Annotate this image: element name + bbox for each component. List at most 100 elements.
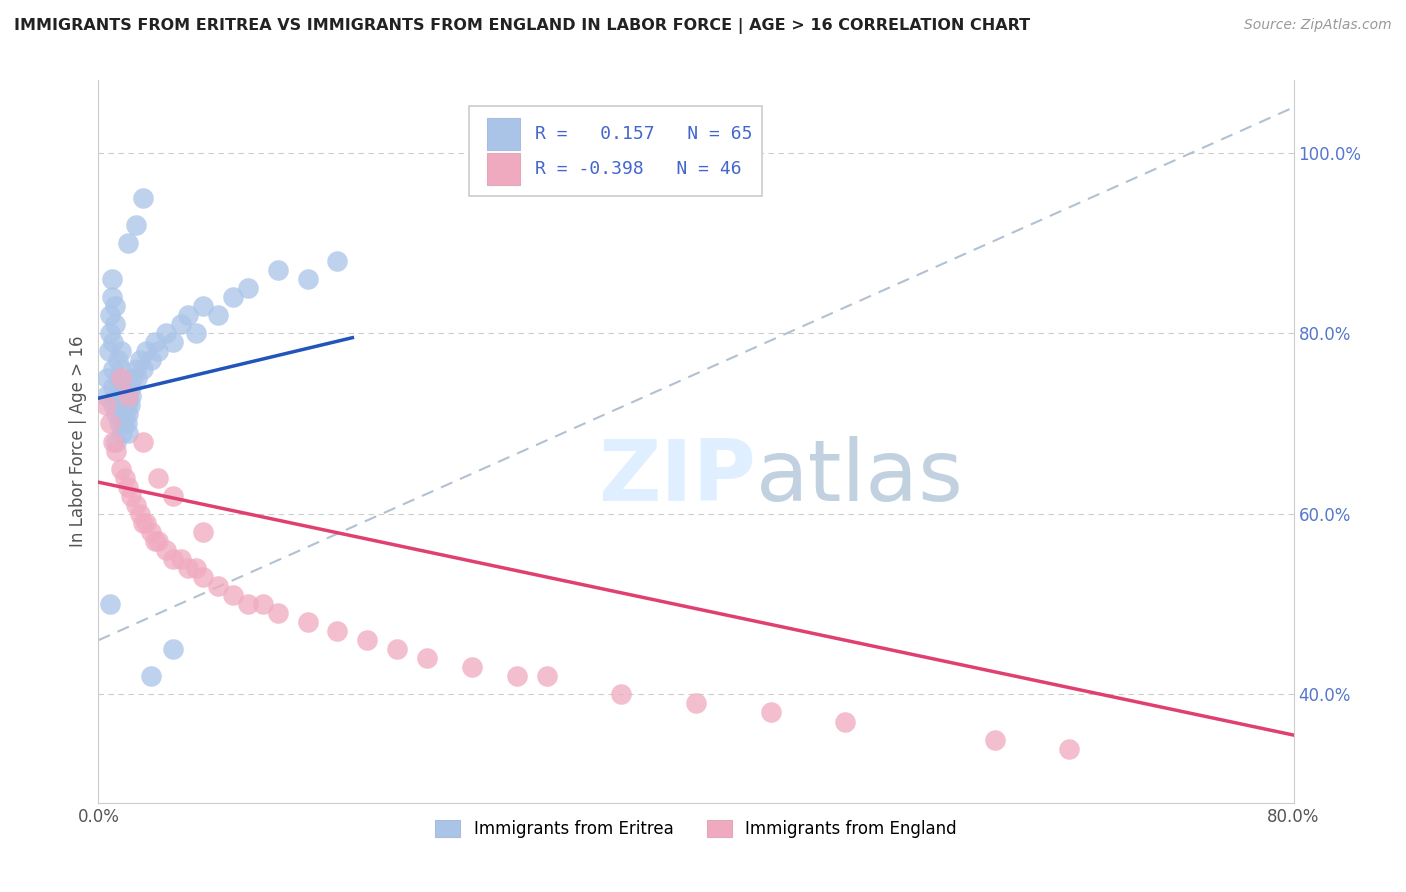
- Text: atlas: atlas: [756, 436, 963, 519]
- Y-axis label: In Labor Force | Age > 16: In Labor Force | Age > 16: [69, 335, 87, 548]
- Point: [111, 389, 134, 403]
- Point: [103, 362, 125, 376]
- Point: [110, 461, 132, 475]
- Point: [148, 471, 170, 485]
- Point: [111, 408, 134, 422]
- Point: [132, 434, 155, 449]
- Point: [120, 489, 142, 503]
- Point: [139, 353, 162, 368]
- Point: [125, 218, 148, 232]
- Point: [207, 579, 229, 593]
- Point: [222, 290, 245, 304]
- Point: [326, 624, 349, 639]
- Point: [222, 588, 245, 602]
- Point: [111, 425, 134, 440]
- Point: [101, 290, 124, 304]
- Point: [120, 380, 142, 394]
- Point: [297, 615, 319, 630]
- Point: [94, 398, 117, 412]
- Point: [236, 597, 259, 611]
- Point: [148, 344, 170, 359]
- Point: [207, 308, 229, 322]
- Point: [132, 362, 155, 376]
- Text: R = -0.398   N = 46: R = -0.398 N = 46: [534, 160, 741, 178]
- Point: [103, 335, 125, 350]
- Point: [834, 714, 856, 729]
- Legend: Immigrants from Eritrea, Immigrants from England: Immigrants from Eritrea, Immigrants from…: [429, 814, 963, 845]
- Point: [184, 561, 207, 575]
- Point: [117, 425, 139, 440]
- Point: [96, 371, 118, 385]
- Point: [104, 317, 127, 331]
- Point: [112, 398, 135, 412]
- Point: [127, 371, 149, 385]
- Point: [129, 507, 152, 521]
- Point: [110, 380, 132, 394]
- Point: [1059, 741, 1081, 756]
- Point: [114, 389, 136, 403]
- Point: [162, 489, 184, 503]
- Text: R =   0.157   N = 65: R = 0.157 N = 65: [534, 125, 752, 143]
- Point: [162, 335, 184, 350]
- Point: [114, 471, 136, 485]
- Point: [177, 561, 200, 575]
- Point: [117, 480, 139, 494]
- Point: [103, 434, 125, 449]
- Point: [184, 326, 207, 341]
- Point: [117, 408, 139, 422]
- Point: [104, 299, 127, 313]
- Point: [461, 660, 484, 674]
- FancyBboxPatch shape: [486, 118, 520, 151]
- Point: [108, 398, 131, 412]
- Point: [177, 308, 200, 322]
- Point: [103, 380, 125, 394]
- Point: [139, 524, 162, 539]
- FancyBboxPatch shape: [470, 105, 762, 196]
- Point: [143, 533, 166, 548]
- Point: [162, 552, 184, 566]
- Point: [129, 353, 152, 368]
- Point: [416, 651, 439, 665]
- Point: [105, 443, 128, 458]
- Point: [169, 317, 191, 331]
- Point: [610, 687, 633, 701]
- Point: [191, 524, 214, 539]
- Point: [107, 353, 129, 368]
- Point: [143, 335, 166, 350]
- Point: [135, 516, 157, 530]
- Point: [101, 272, 124, 286]
- Point: [105, 434, 128, 449]
- Point: [125, 498, 148, 512]
- FancyBboxPatch shape: [486, 153, 520, 185]
- Point: [162, 642, 184, 657]
- Point: [191, 570, 214, 584]
- Point: [97, 344, 120, 359]
- Point: [115, 398, 138, 412]
- Point: [135, 344, 157, 359]
- Point: [236, 281, 259, 295]
- Point: [117, 389, 139, 403]
- Point: [267, 606, 290, 620]
- Point: [103, 398, 125, 412]
- Point: [110, 371, 132, 385]
- Point: [155, 326, 177, 341]
- Point: [984, 732, 1007, 747]
- Point: [112, 417, 135, 431]
- Point: [115, 417, 138, 431]
- Point: [94, 389, 117, 403]
- Point: [98, 597, 122, 611]
- Point: [98, 417, 122, 431]
- Point: [132, 516, 155, 530]
- Point: [120, 389, 142, 403]
- Point: [155, 542, 177, 557]
- Point: [105, 389, 128, 403]
- Point: [118, 398, 141, 412]
- Text: Source: ZipAtlas.com: Source: ZipAtlas.com: [1244, 18, 1392, 32]
- Point: [267, 263, 290, 277]
- Point: [506, 669, 529, 683]
- Point: [121, 371, 143, 385]
- Text: IMMIGRANTS FROM ERITREA VS IMMIGRANTS FROM ENGLAND IN LABOR FORCE | AGE > 16 COR: IMMIGRANTS FROM ERITREA VS IMMIGRANTS FR…: [14, 18, 1031, 34]
- Point: [759, 706, 782, 720]
- Point: [108, 417, 131, 431]
- Point: [110, 344, 132, 359]
